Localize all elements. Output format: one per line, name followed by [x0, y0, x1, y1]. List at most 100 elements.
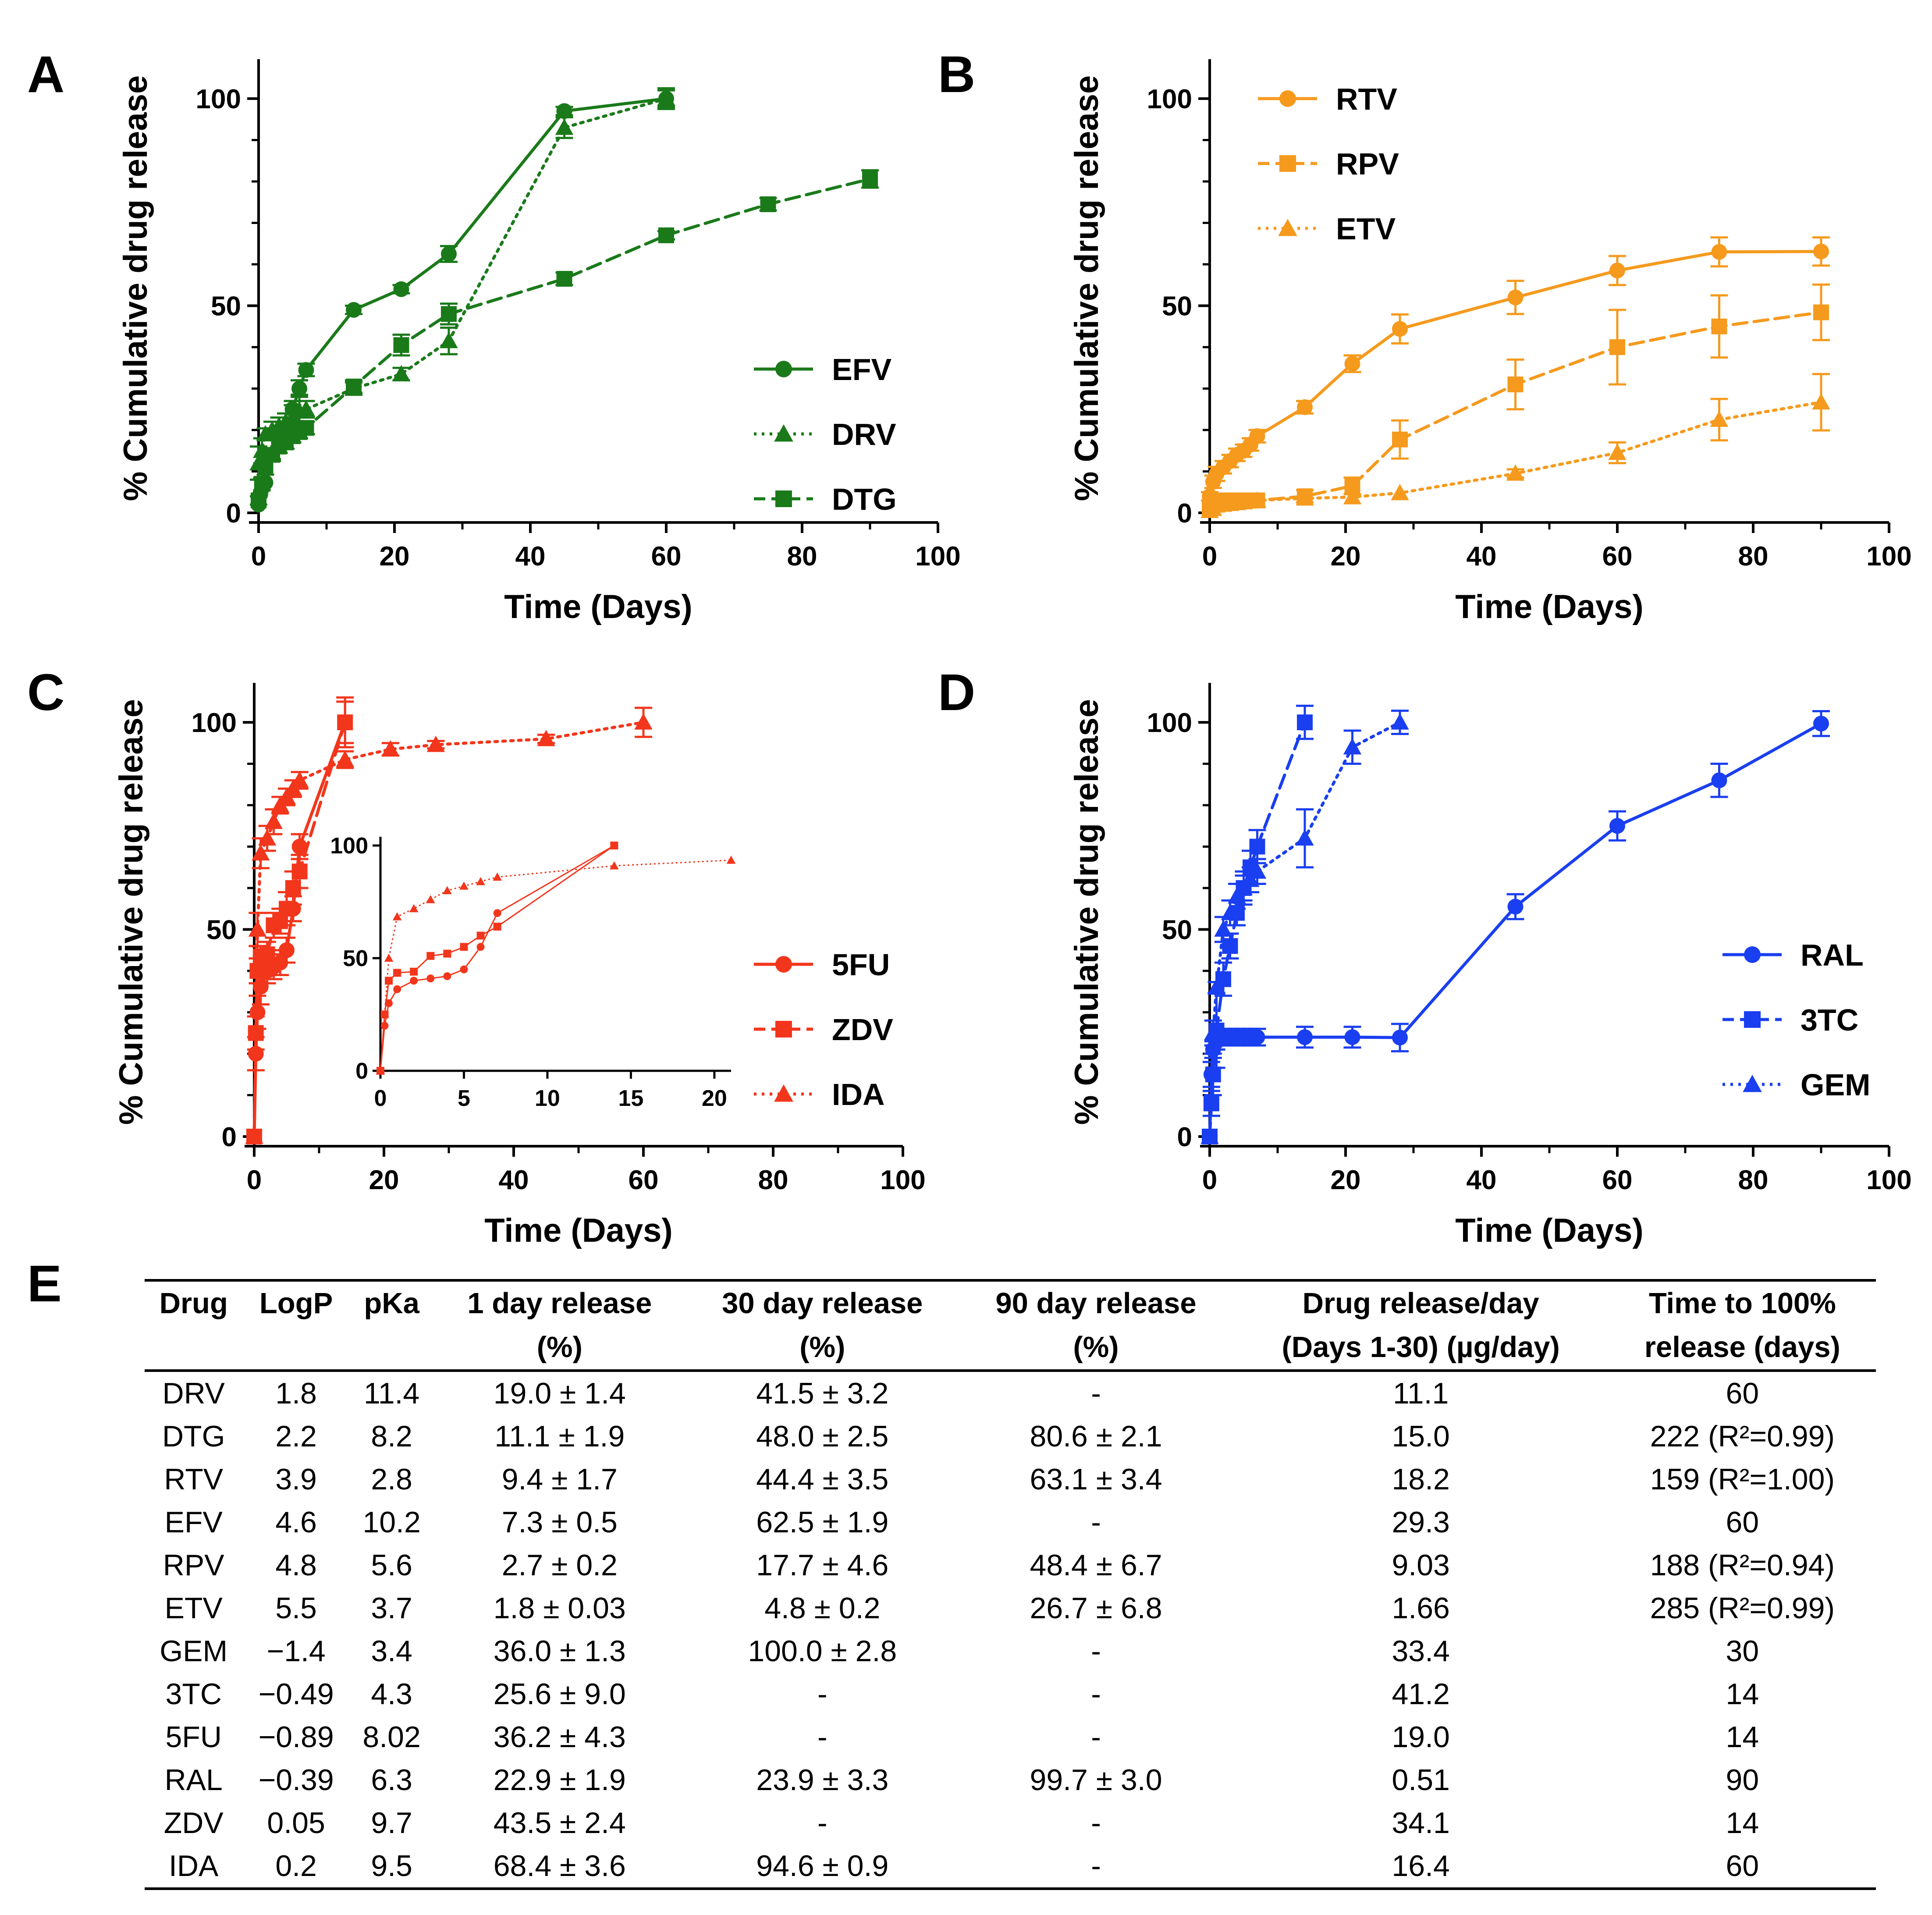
x-tick-label: 0	[1202, 541, 1217, 572]
header-line-1: 1 day release	[467, 1287, 652, 1320]
table-header-cell: Time to 100% release (days)	[1609, 1279, 1876, 1372]
legend-marker	[1278, 219, 1297, 236]
y-axis-title: % Cumulative drug release	[117, 75, 154, 501]
table-row: ETV 5.5 3.7 1.8 ± 0.03 4.8 ± 0.2 26.7 ± 6.8 1.…	[145, 1587, 1876, 1630]
legend-label: ZDV	[832, 1013, 893, 1047]
data-point	[392, 365, 411, 381]
inset-data-point	[726, 856, 736, 864]
inset-data-point	[443, 886, 452, 895]
legend-label: GEM	[1801, 1068, 1870, 1102]
table-cell: DRV	[162, 1377, 225, 1410]
table-cell: 8.02	[362, 1720, 421, 1754]
header-line-1: 30 day release	[722, 1287, 923, 1320]
series-line	[257, 177, 872, 502]
y-tick-label: 0	[1177, 1122, 1192, 1152]
inset-data-point	[459, 881, 469, 890]
panel-letter: B	[938, 46, 975, 103]
data-point	[393, 337, 409, 353]
table-header-cell: Drug	[145, 1279, 243, 1372]
y-axis-title: % Cumulative drug release	[1068, 75, 1105, 501]
x-tick-label: 20	[380, 541, 410, 572]
table-body: DRV 1.8 11.4 19.0 ± 1.4 41.5 ± 3.2 - 11.1 60 DTG…	[145, 1371, 1876, 1890]
table-cell: 1.66	[1392, 1592, 1450, 1625]
table-cell: 11.1	[1393, 1377, 1449, 1410]
data-point	[1711, 244, 1727, 260]
table-cell: 17.7 ± 4.6	[756, 1549, 889, 1582]
data-point	[1344, 355, 1360, 372]
legend-marker	[775, 490, 792, 507]
table-cell: 5.6	[371, 1549, 412, 1582]
data-point	[1506, 464, 1525, 481]
legend-marker	[775, 956, 792, 973]
table-cell: 41.5 ± 3.2	[756, 1377, 889, 1410]
data-point	[336, 750, 354, 767]
legend-label: ETV	[1336, 212, 1396, 246]
legend-item-etv: ETV	[1258, 212, 1396, 246]
data-point	[556, 103, 572, 119]
data-point	[1813, 304, 1829, 320]
table-cell: 63.1 ± 3.4	[1030, 1463, 1162, 1496]
legend-marker	[1744, 946, 1761, 963]
panel-letter: A	[27, 46, 64, 103]
table-row: RAL −0.39 6.3 22.9 ± 1.9 23.9 ± 3.3 99.7 ± 3.…	[145, 1759, 1876, 1801]
table-cell: -	[817, 1720, 827, 1754]
inset-y-tick-label: 0	[355, 1059, 368, 1084]
x-tick-label: 40	[1467, 1165, 1497, 1195]
data-point	[291, 838, 308, 855]
y-tick-label: 100	[196, 84, 241, 114]
series-dtg	[250, 169, 879, 508]
data-point	[760, 196, 776, 212]
table-cell: -	[1091, 1377, 1101, 1410]
inset-data-point	[393, 969, 401, 977]
header-line-2: release (days)	[1644, 1331, 1840, 1364]
table-cell: 94.6 ± 0.9	[685, 1844, 959, 1890]
data-point	[1813, 243, 1829, 259]
data-point	[1204, 1024, 1222, 1041]
table-row: DRV 1.8 11.4 19.0 ± 1.4 41.5 ± 3.2 - 11.1 60	[145, 1371, 1876, 1415]
data-point	[279, 942, 295, 958]
legend-item-5fu: 5FU	[754, 948, 890, 982]
y-tick-label: 50	[1162, 915, 1192, 945]
table-cell: 19.0	[1392, 1720, 1450, 1754]
table-cell: 3.7	[371, 1592, 412, 1625]
panel-letter: D	[938, 664, 975, 721]
inset-data-point	[443, 972, 451, 981]
inset-x-tick-label: 15	[618, 1086, 644, 1111]
table-cell: 99.7 ± 3.0	[1030, 1763, 1162, 1797]
table-cell: 5FU	[165, 1720, 222, 1754]
data-point	[1205, 1066, 1221, 1083]
table-cell: 15.0	[1392, 1420, 1450, 1453]
inset-background	[345, 828, 744, 1123]
series-ida	[245, 707, 653, 1144]
table-cell: 4.6	[275, 1506, 317, 1539]
legend-label: RAL	[1801, 938, 1864, 972]
inset-data-point	[410, 967, 418, 976]
y-tick-label: 50	[206, 915, 237, 945]
data-point	[537, 730, 555, 746]
data-point	[290, 771, 309, 788]
table-cell: −0.39	[258, 1763, 334, 1797]
inset-data-point	[443, 949, 451, 958]
table-cell: 25.6 ± 9.0	[493, 1677, 626, 1711]
x-tick-label: 40	[1467, 541, 1497, 572]
table-cell: −0.49	[258, 1677, 334, 1711]
series-drv	[249, 89, 675, 481]
inset-data-point	[493, 872, 502, 881]
data-point	[1710, 410, 1729, 427]
inset-data-point	[376, 1066, 385, 1075]
table-cell: −1.4	[266, 1634, 326, 1668]
table-row: IDA 0.2 9.5 68.4 ± 3.6 94.6 ± 0.9-16.4 60	[145, 1844, 1876, 1890]
table-cell: 14	[1726, 1806, 1759, 1840]
x-tick-label: 60	[1602, 1165, 1633, 1195]
table-cell: 7.3 ± 0.5	[501, 1506, 618, 1539]
x-tick-label: 80	[787, 541, 817, 572]
table-header-cell: 1 day release (%)	[433, 1279, 686, 1372]
legend-label: EFV	[832, 352, 891, 387]
x-tick-label: 100	[1866, 1165, 1911, 1195]
table-cell: 3TC	[165, 1677, 222, 1711]
table-cell: 1.8 ± 0.03	[493, 1592, 626, 1625]
release-table: Drug LogP pKa 1 day release (%) 30 day releas…	[145, 1279, 1876, 1890]
table-cell: 90	[1726, 1763, 1759, 1797]
legend-marker	[775, 1021, 792, 1037]
